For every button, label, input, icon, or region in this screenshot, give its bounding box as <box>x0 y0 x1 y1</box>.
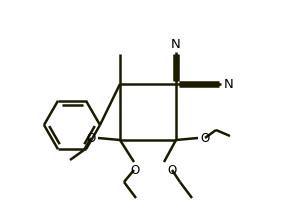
Text: O: O <box>130 163 140 176</box>
Text: O: O <box>200 132 210 145</box>
Text: O: O <box>167 163 177 176</box>
Text: N: N <box>224 77 234 90</box>
Text: O: O <box>86 132 96 145</box>
Text: N: N <box>171 37 181 51</box>
